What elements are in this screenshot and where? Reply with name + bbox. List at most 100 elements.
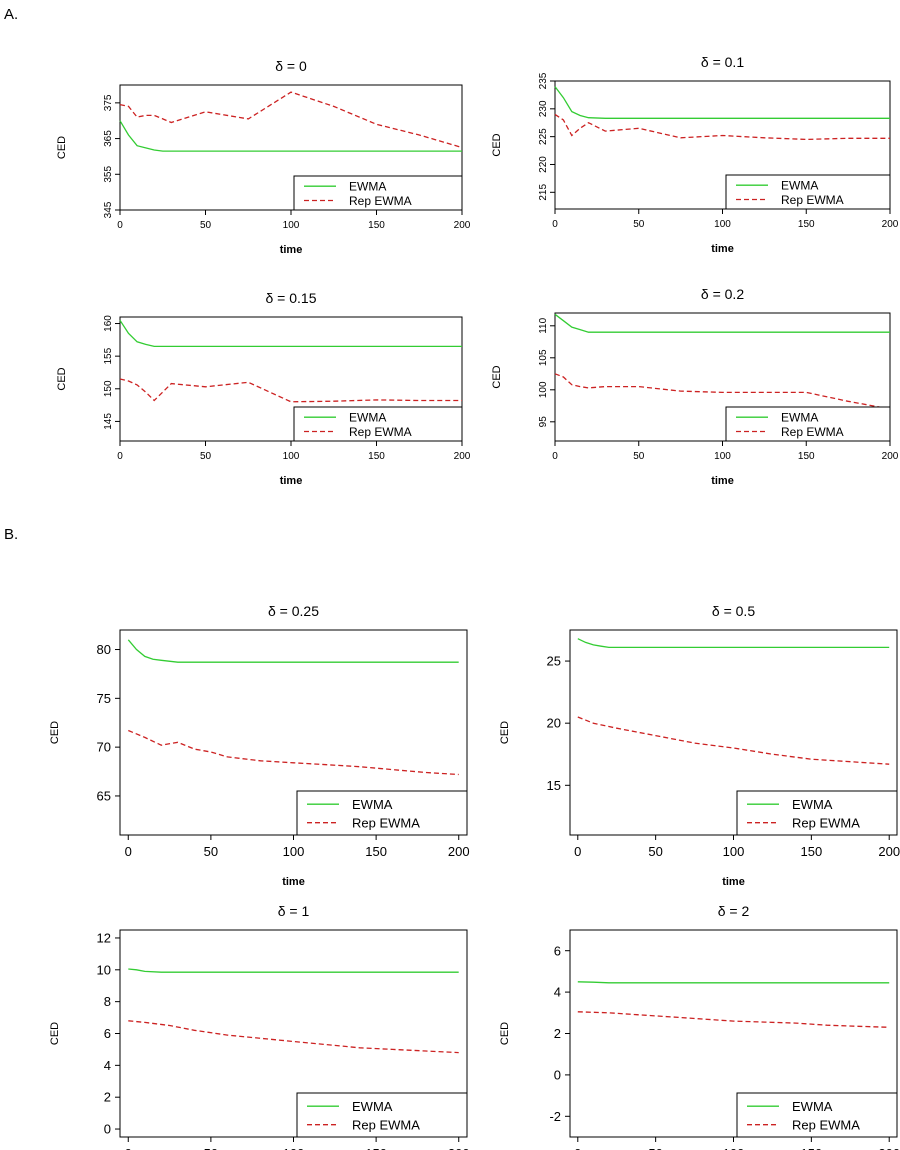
chart-title: δ = 0.2 <box>701 286 744 302</box>
y-axis-label: CED <box>56 367 68 390</box>
x-tick-label: 200 <box>878 1146 900 1150</box>
y-tick-label: 6 <box>104 1026 111 1041</box>
y-tick-label: 100 <box>538 381 549 398</box>
x-tick-label: 100 <box>714 451 731 462</box>
y-tick-label: 4 <box>104 1058 111 1073</box>
chart-title: δ = 0.15 <box>266 290 317 306</box>
x-tick-label: 0 <box>574 1146 581 1150</box>
series-line-rep-ewma <box>119 91 463 149</box>
x-tick-label: 100 <box>714 219 731 230</box>
series-line-ewma <box>554 313 890 333</box>
x-tick-label: 0 <box>552 451 558 462</box>
chart-title: δ = 1 <box>278 903 310 919</box>
x-tick-label: 100 <box>723 844 745 859</box>
legend: EWMA Rep EWMA <box>736 1092 898 1138</box>
y-tick-label: 65 <box>97 789 111 804</box>
x-tick-label: 0 <box>117 451 123 462</box>
x-tick-label: 50 <box>204 844 218 859</box>
x-tick-label: 100 <box>283 220 300 231</box>
x-tick-label: 200 <box>882 451 899 462</box>
series-line-rep-ewma <box>554 373 891 410</box>
y-tick-label: 12 <box>97 931 111 946</box>
x-tick-label: 100 <box>723 1146 745 1150</box>
legend-box <box>293 406 463 442</box>
section-label-a: A. <box>4 6 19 23</box>
chart-title: δ = 0.25 <box>268 603 319 619</box>
x-tick-label: 200 <box>882 219 899 230</box>
y-tick-label: -2 <box>549 1109 561 1124</box>
chart-delta-0-15: δ = 0.15 0 50 100 150 200 145 150 155 160 time CED E… <box>56 290 471 487</box>
y-tick-label: 375 <box>103 94 114 111</box>
series-line-ewma <box>577 638 890 649</box>
chart-delta-0: δ = 0 0 50 100 150 200 345 355 365 375 time CED EWMA… <box>56 58 471 256</box>
x-tick-label: 0 <box>125 1146 132 1150</box>
y-tick-label: 4 <box>554 985 561 1000</box>
legend-box <box>293 175 463 211</box>
legend-label-ewma: EWMA <box>349 180 386 194</box>
x-tick-label: 150 <box>798 451 815 462</box>
y-tick-label: 8 <box>104 994 111 1009</box>
chart-delta-0-1: δ = 0.1 0 50 100 150 200 215 220 225 230 235 time CE… <box>491 54 899 255</box>
chart-title: δ = 0.1 <box>701 54 744 70</box>
y-tick-label: 25 <box>547 654 561 669</box>
x-tick-label: 200 <box>454 220 471 231</box>
legend-label-rep-ewma: Rep EWMA <box>781 193 844 207</box>
x-axis-label: time <box>711 475 734 487</box>
chart-delta-0-5: δ = 0.5 0 50 100 150 200 15 20 25 time CED EWMA Rep … <box>499 603 900 888</box>
y-tick-label: 150 <box>103 380 114 397</box>
legend-label-ewma: EWMA <box>781 411 818 425</box>
x-axis-label: time <box>280 475 303 487</box>
legend-label-rep-ewma: Rep EWMA <box>352 815 420 830</box>
y-tick-label: 10 <box>97 962 111 977</box>
legend-label-ewma: EWMA <box>792 1099 833 1114</box>
y-tick-label: 235 <box>538 72 549 89</box>
y-tick-label: 145 <box>103 413 114 430</box>
legend-box <box>725 174 891 210</box>
x-tick-label: 200 <box>448 844 470 859</box>
x-tick-label: 0 <box>117 220 123 231</box>
y-tick-label: 95 <box>538 416 549 428</box>
series-line-rep-ewma <box>554 113 890 141</box>
x-tick-label: 50 <box>648 844 662 859</box>
legend-label-rep-ewma: Rep EWMA <box>792 1117 860 1132</box>
x-tick-label: 0 <box>125 844 132 859</box>
x-tick-label: 200 <box>878 844 900 859</box>
chart-delta-1: δ = 1050100150200024681012timeCEDEWMARep… <box>49 903 470 1150</box>
chart-delta-0-2: δ = 0.2 0 50 100 150 200 95 100 105 110 time CED EWM… <box>491 286 899 487</box>
x-tick-label: 150 <box>365 1146 387 1150</box>
y-tick-label: 105 <box>538 349 549 366</box>
series-line-rep-ewma <box>128 729 459 776</box>
legend-label-ewma: EWMA <box>781 179 818 193</box>
x-tick-label: 150 <box>801 844 823 859</box>
legend-box <box>736 1092 898 1138</box>
section-label-b: B. <box>4 526 19 543</box>
legend-label-rep-ewma: Rep EWMA <box>349 425 412 439</box>
y-axis-label: CED <box>56 136 68 159</box>
series-line-ewma <box>554 86 890 119</box>
x-tick-label: 150 <box>801 1146 823 1150</box>
y-tick-label: 0 <box>554 1067 561 1082</box>
series-line-ewma <box>119 120 462 152</box>
x-axis-label: time <box>722 876 745 888</box>
x-axis-label: time <box>282 876 305 888</box>
x-tick-label: 50 <box>200 451 212 462</box>
y-tick-label: 80 <box>97 642 111 657</box>
y-axis-label: CED <box>491 133 503 156</box>
legend-label-ewma: EWMA <box>792 797 833 812</box>
y-tick-label: 220 <box>538 156 549 173</box>
y-axis-label: CED <box>49 721 61 744</box>
y-tick-label: 155 <box>103 347 114 364</box>
x-tick-label: 150 <box>368 451 385 462</box>
y-tick-label: 355 <box>103 166 114 183</box>
x-tick-label: 150 <box>798 219 815 230</box>
y-tick-label: 70 <box>97 740 111 755</box>
x-tick-label: 150 <box>365 844 387 859</box>
legend-label-rep-ewma: Rep EWMA <box>349 194 412 208</box>
y-axis-label: CED <box>499 1022 511 1045</box>
series-line-ewma <box>127 639 459 663</box>
chart-title: δ = 2 <box>718 903 750 919</box>
